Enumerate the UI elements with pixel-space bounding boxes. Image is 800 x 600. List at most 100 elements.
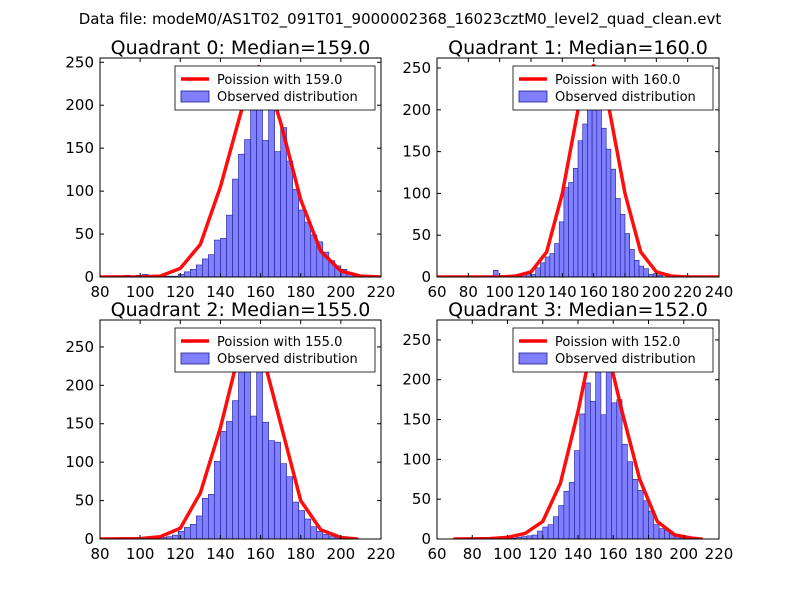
legend-bar-label: Observed distribution [555,90,696,105]
y-tick-label: 50 [75,225,94,243]
histogram-bar [232,178,239,277]
histogram-bar [196,515,203,539]
legend-bar-label: Observed distribution [217,90,358,105]
histogram-bar [280,127,287,277]
histogram-bar [615,198,621,277]
x-tick-label: 140 [206,545,235,563]
histogram-bar [658,528,665,539]
x-tick-label: 80 [90,545,109,563]
subplot-title: Quadrant 3: Median=152.0 [448,299,708,321]
histogram-bar [268,440,275,539]
x-tick-label: 80 [459,283,478,301]
histogram-bar [577,140,583,277]
x-tick-label: 140 [564,545,593,563]
x-tick-label: 200 [327,283,356,301]
y-tick-label: 150 [65,139,94,157]
histogram-bar [653,524,660,539]
legend: Poission with 155.0 Observed distribution [174,327,376,373]
histogram-bar [238,153,245,277]
histogram-bar [202,258,209,277]
histogram-bar [177,531,185,539]
x-tick-label: 100 [485,283,514,301]
histogram-bar [558,505,565,539]
y-tick-label: 200 [65,376,94,394]
histogram-bar [542,526,549,539]
histogram-bar [316,531,324,539]
y-tick-label: 150 [65,415,94,433]
legend: Poission with 159.0 Observed distribution [174,65,376,111]
y-tick-label: 50 [412,490,431,508]
y-tick-label: 0 [84,268,94,286]
y-tick-label: 50 [412,226,431,244]
histogram-bar [262,421,269,539]
histogram-bar [171,534,179,539]
histogram-bar [250,415,257,539]
legend-bar-label: Observed distribution [555,352,696,367]
x-tick-label: 80 [463,545,482,563]
histogram-bar [587,98,593,277]
histogram-bar [537,530,544,539]
histogram-bar [226,214,233,277]
y-tick-label: 50 [75,492,94,510]
histogram-bar [286,476,293,539]
histogram-bar [531,534,538,539]
x-tick-label: 240 [705,283,734,301]
legend-bar-swatch [180,90,210,103]
histogram-bar [232,400,239,539]
x-tick-label: 80 [90,283,109,301]
histogram-bar [544,256,551,277]
histogram-bar [621,443,628,539]
x-tick-label: 60 [427,545,446,563]
histogram-bar [208,494,215,539]
histogram-bar [652,273,659,277]
x-tick-label: 120 [517,283,546,301]
histogram-bar [202,497,209,539]
y-tick-label: 250 [65,53,94,71]
histogram-bar [600,414,607,539]
histogram-bar [208,254,215,277]
x-tick-label: 220 [367,283,396,301]
y-tick-label: 100 [65,182,94,200]
x-tick-label: 180 [611,283,640,301]
x-tick-label: 160 [599,545,628,563]
x-tick-label: 160 [246,545,275,563]
histogram-bar [643,268,649,277]
y-tick-label: 200 [402,101,431,119]
legend-bar-swatch [180,352,210,365]
legend-bar-swatch [518,352,548,365]
y-tick-label: 150 [402,411,431,429]
histogram-bar [610,168,616,277]
histogram-bar [624,233,630,277]
histogram-bar [605,370,612,539]
histogram-bar [256,371,263,539]
histogram-bar [634,259,640,277]
y-tick-label: 0 [421,530,431,548]
axes-frame [99,319,382,540]
histogram-bar [310,526,318,539]
histogram-bar [547,524,554,539]
x-tick-label: 160 [579,283,608,301]
y-tick-label: 0 [421,268,431,286]
y-tick-label: 200 [65,96,94,114]
plot-marks [100,329,359,539]
histogram-bar [190,524,197,539]
y-tick-label: 100 [402,450,431,468]
legend: Poission with 160.0 Observed distribution [512,65,714,111]
x-tick-label: 220 [705,545,734,563]
histogram-bar [582,123,588,277]
histogram-bar [563,187,569,277]
histogram-bar [554,243,560,277]
x-tick-label: 200 [669,545,698,563]
x-tick-label: 120 [166,283,195,301]
x-tick-label: 180 [286,283,315,301]
histogram-bar [601,127,607,277]
histogram-bar [214,239,221,277]
y-tick-label: 150 [402,143,431,161]
histogram-bar [250,107,257,277]
y-tick-label: 200 [402,371,431,389]
subplot-quadrant-0: 80 100 120 140 160 180 200 220 0 50 100 150 200 250 Qu… [65,37,395,301]
axes-frame [99,57,382,278]
subplot-quadrant-1: 60 80 100 120 140 160 180 200 220 240050100150200… [402,37,733,301]
subplot-title: Quadrant 0: Median=159.0 [111,37,371,59]
